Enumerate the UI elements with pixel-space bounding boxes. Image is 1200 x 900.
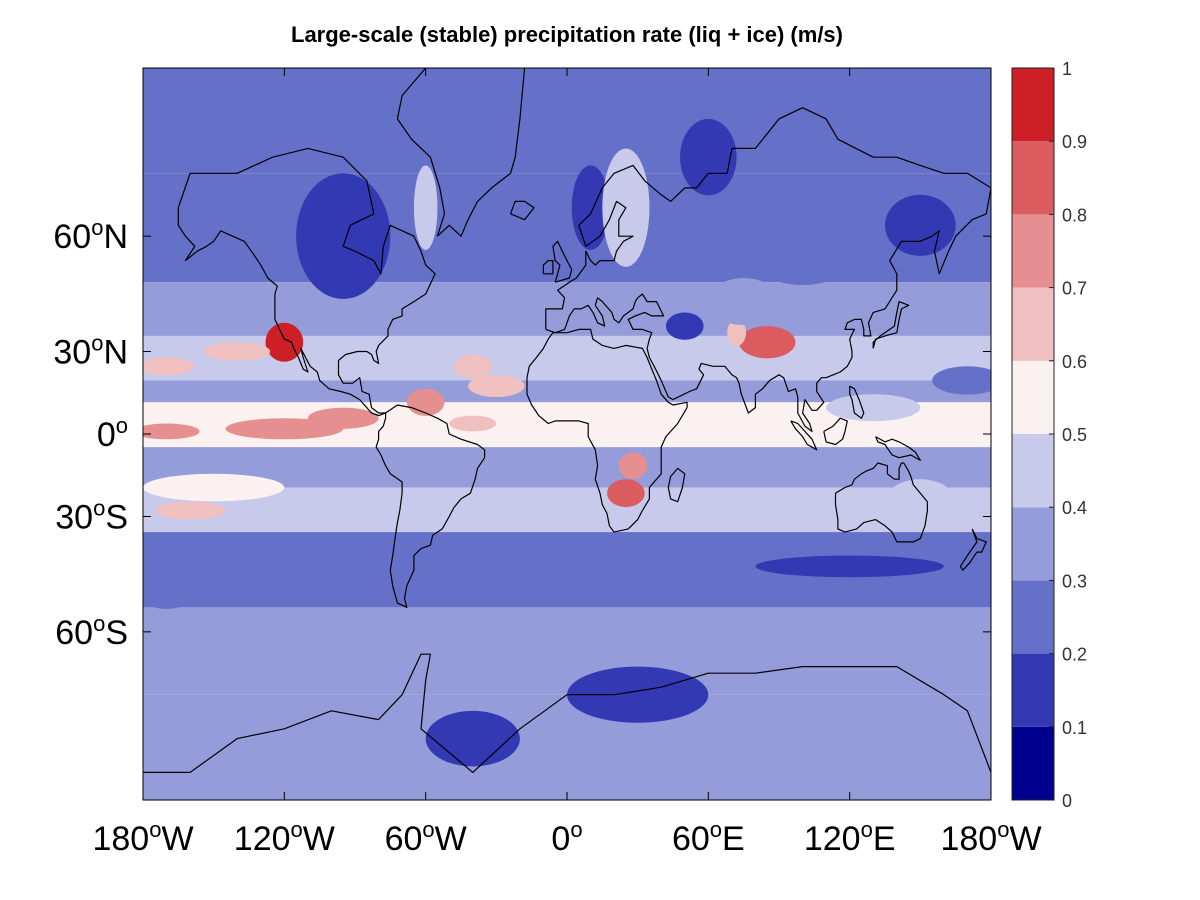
colorbar-level-4 xyxy=(1012,434,1054,508)
colorbar-tick-label-1: 0.1 xyxy=(1062,718,1087,738)
field-feature-10 xyxy=(618,452,648,479)
colorbar-tick-label-0: 0 xyxy=(1062,791,1072,811)
field-feature-1 xyxy=(204,342,271,361)
field-feature-14 xyxy=(826,394,921,422)
field-feature-12 xyxy=(738,326,796,359)
field-feature-28 xyxy=(932,366,991,395)
precipitation-field xyxy=(143,68,991,800)
coastline-ireland xyxy=(542,260,554,275)
field-feature-31 xyxy=(143,562,202,609)
coastline-north-america xyxy=(177,147,436,417)
colorbar-level-7 xyxy=(1012,214,1054,288)
y-tick-label-3: 30oS xyxy=(55,496,128,537)
colorbar-tick-label-5: 0.5 xyxy=(1062,425,1087,445)
field-feature-22 xyxy=(567,666,709,723)
field-feature-3 xyxy=(143,423,200,440)
coastline-new-zealand xyxy=(959,528,987,571)
field-feature-29 xyxy=(755,236,850,286)
field-band-6 xyxy=(143,447,991,488)
coastline-borneo xyxy=(823,417,848,446)
field-feature-19 xyxy=(680,118,737,196)
field-feature-5 xyxy=(307,407,379,429)
field-feature-8 xyxy=(468,374,525,398)
x-tick-label-0: 180oW xyxy=(92,817,193,858)
x-tick-label-5: 120oE xyxy=(804,817,896,858)
coastline-antarctica xyxy=(143,653,991,773)
coastline-sumatra xyxy=(790,420,818,451)
coastline-philippines xyxy=(849,385,865,419)
latitude-tick-labels: 60oN 30oN 0o 30oS 60oS xyxy=(53,215,128,652)
colorbar-tick-label-4: 0.4 xyxy=(1062,498,1087,518)
field-feature-26 xyxy=(413,165,438,250)
field-band-1 xyxy=(143,173,991,283)
y-tick-label-0: 60oN xyxy=(53,215,128,256)
field-band-10 xyxy=(143,694,991,800)
x-tick-label-6: 180oW xyxy=(940,817,1041,858)
field-feature-24 xyxy=(755,555,944,578)
colorbar-tick-label-2: 0.2 xyxy=(1062,645,1087,665)
field-feature-30 xyxy=(708,278,780,326)
coastline-iceland xyxy=(509,200,535,221)
x-tick-label-1: 120oW xyxy=(234,817,335,858)
field-feature-18 xyxy=(571,165,610,250)
coastline-africa xyxy=(526,328,688,533)
colorbar-tick-label-9: 0.9 xyxy=(1062,132,1087,152)
colorbar-level-0 xyxy=(1012,726,1054,800)
field-band-7 xyxy=(143,487,991,533)
colorbar-tick-label-6: 0.6 xyxy=(1062,352,1087,372)
colorbar-tick-label-8: 0.8 xyxy=(1062,205,1087,225)
colorbar-level-1 xyxy=(1012,653,1054,727)
field-feature-6 xyxy=(406,388,445,416)
colorbar-level-6 xyxy=(1012,287,1054,361)
field-feature-20 xyxy=(665,312,704,340)
field-band-0 xyxy=(143,68,991,174)
colorbar-level-3 xyxy=(1012,507,1054,581)
colorbar-tick-label-10: 1 xyxy=(1062,59,1072,79)
coastline-south-america xyxy=(375,404,486,608)
coastlines xyxy=(143,68,991,773)
colorbar-level-2 xyxy=(1012,580,1054,654)
field-feature-2 xyxy=(143,357,195,376)
field-feature-23 xyxy=(425,710,520,767)
colorbar: 0 0.1 0.2 0.3 0.4 0.5 0.6 0.7 0.8 0.9 1 xyxy=(1011,59,1087,811)
x-tick-label-3: 0o xyxy=(551,817,582,858)
colorbar-tick-label-7: 0.7 xyxy=(1062,279,1087,299)
field-feature-16 xyxy=(154,501,226,520)
x-tick-label-2: 60oW xyxy=(385,817,467,858)
field-band-9 xyxy=(143,607,991,695)
longitude-tick-labels: 180oW 120oW 60oW 0o 60oE 120oE 180oW xyxy=(92,817,1041,858)
coastline-madagascar xyxy=(667,467,686,503)
coastline-britain xyxy=(552,240,573,283)
field-feature-0 xyxy=(265,322,304,362)
field-feature-17 xyxy=(296,173,391,300)
field-feature-15 xyxy=(143,473,285,502)
coastline-australia xyxy=(834,462,928,543)
chart-title: Large-scale (stable) precipitation rate … xyxy=(291,22,843,47)
colorbar-level-8 xyxy=(1012,141,1054,215)
colorbar-tick-label-3: 0.3 xyxy=(1062,571,1087,591)
field-feature-9 xyxy=(453,354,492,379)
y-tick-label-1: 30oN xyxy=(53,330,128,371)
field-feature-27 xyxy=(885,479,956,525)
field-feature-21 xyxy=(885,194,956,256)
coastline-new-guinea xyxy=(875,436,921,461)
y-tick-label-2: 0o xyxy=(97,413,128,454)
y-tick-label-4: 60oS xyxy=(55,611,128,652)
coastline-eurasia xyxy=(545,107,991,432)
colorbar-level-9 xyxy=(1012,68,1054,142)
field-feature-11 xyxy=(607,479,645,508)
coastline-japan xyxy=(872,301,910,349)
field-feature-7 xyxy=(449,415,497,432)
axis-ticks xyxy=(142,68,992,800)
x-tick-label-4: 60oE xyxy=(672,817,745,858)
colorbar-level-5 xyxy=(1012,360,1054,434)
field-feature-13 xyxy=(727,319,747,347)
coastline-greenland xyxy=(396,68,526,237)
